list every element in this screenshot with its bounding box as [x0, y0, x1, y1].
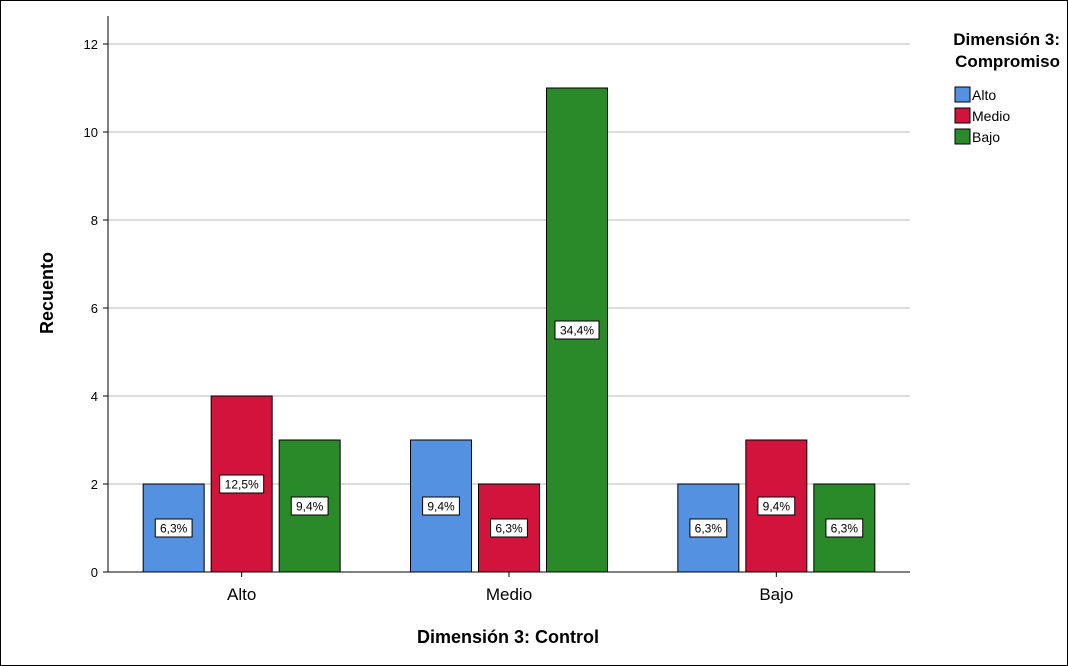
legend-label: Medio — [972, 108, 1010, 124]
y-tick-label: 2 — [91, 477, 98, 492]
data-label-box — [290, 496, 329, 516]
data-label-box — [689, 518, 728, 538]
data-label: 34,4% — [560, 324, 594, 338]
data-label-box — [757, 496, 796, 516]
data-label: 6,3% — [495, 522, 523, 536]
y-tick-label: 6 — [91, 301, 98, 316]
x-axis-title: Dimensión 3: Control — [417, 627, 599, 647]
data-label-box — [219, 474, 265, 494]
data-label-box — [154, 518, 193, 538]
y-tick-label: 4 — [91, 389, 98, 404]
x-axis-category-labels: Alto Medio Bajo — [227, 572, 793, 604]
data-label: 6,3% — [831, 522, 859, 536]
bar — [478, 483, 540, 573]
x-category-label: Alto — [227, 585, 256, 604]
data-label: 9,4% — [296, 500, 324, 514]
y-axis-ticks: 0 2 4 6 8 10 12 — [84, 37, 108, 580]
legend-items: Alto Medio Bajo — [954, 86, 1010, 145]
y-tick-label: 0 — [91, 565, 98, 580]
data-label-box — [422, 496, 460, 516]
data-label: 6,3% — [695, 522, 723, 536]
y-tick-label: 8 — [91, 213, 98, 228]
x-category-label: Bajo — [759, 585, 793, 604]
y-axis-title: Recuento — [37, 252, 57, 334]
legend-swatch — [954, 107, 971, 124]
legend-swatch — [954, 128, 971, 145]
legend-title-line-1: Dimensión 3: — [953, 30, 1060, 49]
data-label-box — [490, 518, 528, 538]
x-category-label: Medio — [486, 585, 532, 604]
legend: Dimensión 3: Compromiso Alto Medio Bajo — [953, 30, 1060, 145]
legend-title-line-2: Compromiso — [955, 52, 1060, 71]
data-label: 12,5% — [225, 478, 259, 492]
data-label-box — [554, 320, 600, 340]
data-label: 9,4% — [427, 500, 455, 514]
data-label: 9,4% — [763, 500, 791, 514]
data-labels: 6,3% 12,5% 9,4% 9,4% 6,3% 34,4% 6,3% 9,4% 6,3% — [154, 320, 864, 538]
y-tick-label: 10 — [84, 125, 98, 140]
y-tick-label: 12 — [84, 37, 98, 52]
legend-swatch — [954, 86, 971, 103]
data-label-box — [825, 518, 864, 538]
legend-label: Alto — [972, 87, 996, 103]
data-label: 6,3% — [160, 522, 188, 536]
legend-label: Bajo — [972, 129, 1000, 145]
